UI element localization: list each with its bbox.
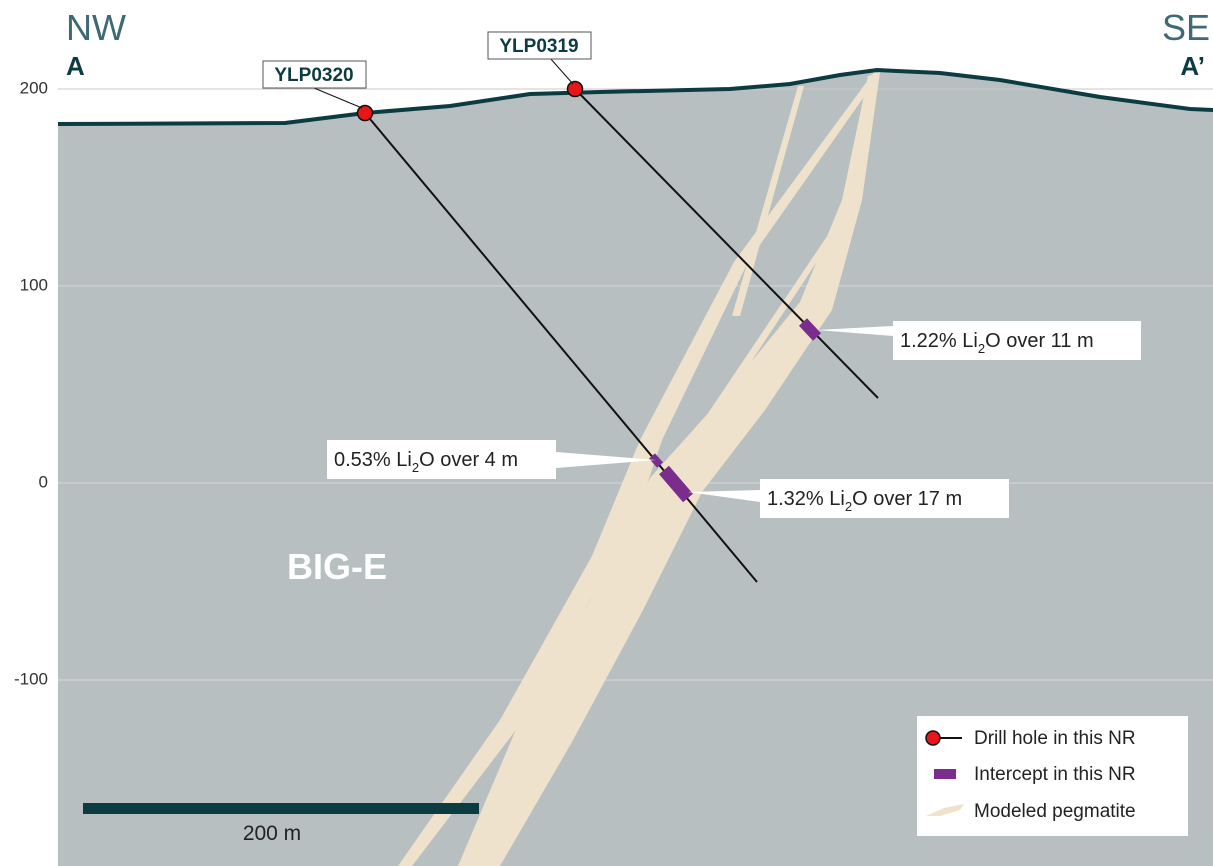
legend-symbol <box>925 730 941 746</box>
legend-box <box>917 716 1188 836</box>
callout-leader <box>556 452 656 468</box>
hole-label: YLP0320 <box>274 65 353 86</box>
y-tick-label: 200 <box>20 78 48 97</box>
legend-label: Drill hole in this NR <box>974 728 1136 749</box>
callout-box <box>327 440 556 479</box>
pegmatite-upper <box>732 86 804 316</box>
y-tick-label: 100 <box>20 275 48 294</box>
callout-leader <box>688 490 760 502</box>
drill-trace <box>574 88 879 399</box>
label-leader <box>313 87 363 109</box>
section-end: A <box>66 51 85 81</box>
scale-bar <box>83 803 479 814</box>
hole-label: YLP0319 <box>499 36 578 57</box>
y-tick-label: -100 <box>14 669 48 688</box>
legend-symbol <box>926 804 964 816</box>
label-leader <box>549 57 574 85</box>
hole-label-box <box>487 31 592 60</box>
hole-label-box <box>262 60 367 89</box>
zone-label: BIG-E <box>287 546 387 587</box>
scale-label: 200 m <box>243 822 301 845</box>
section-end: A’ <box>1180 51 1205 81</box>
intercept <box>649 453 663 468</box>
callout: 1.22% Li2O over 11 m <box>900 330 1094 356</box>
legend: Drill hole in this NR Intercept in this … <box>917 716 1188 836</box>
pegmatite-splay2 <box>690 205 852 440</box>
section-end: NW <box>66 7 126 48</box>
intercept <box>659 465 693 503</box>
callout-leader <box>817 326 893 336</box>
collar <box>356 104 374 122</box>
callout: 1.32% Li2O over 17 m <box>767 488 962 514</box>
drill-trace <box>364 112 758 583</box>
legend-label: Intercept in this NR <box>974 764 1136 785</box>
topography <box>57 67 1213 126</box>
callout-box <box>760 479 1009 518</box>
legend-label: Modeled pegmatite <box>974 801 1136 822</box>
collar <box>566 80 584 98</box>
callout: 0.53% Li2O over 4 m <box>334 449 518 475</box>
pegmatite-west <box>398 72 880 866</box>
callout-box <box>893 321 1141 360</box>
pegmatite-splay <box>621 362 688 540</box>
legend-symbol <box>934 769 956 779</box>
intercept <box>798 318 822 341</box>
section-end: SE <box>1162 7 1210 48</box>
y-tick-label: 0 <box>39 472 48 491</box>
